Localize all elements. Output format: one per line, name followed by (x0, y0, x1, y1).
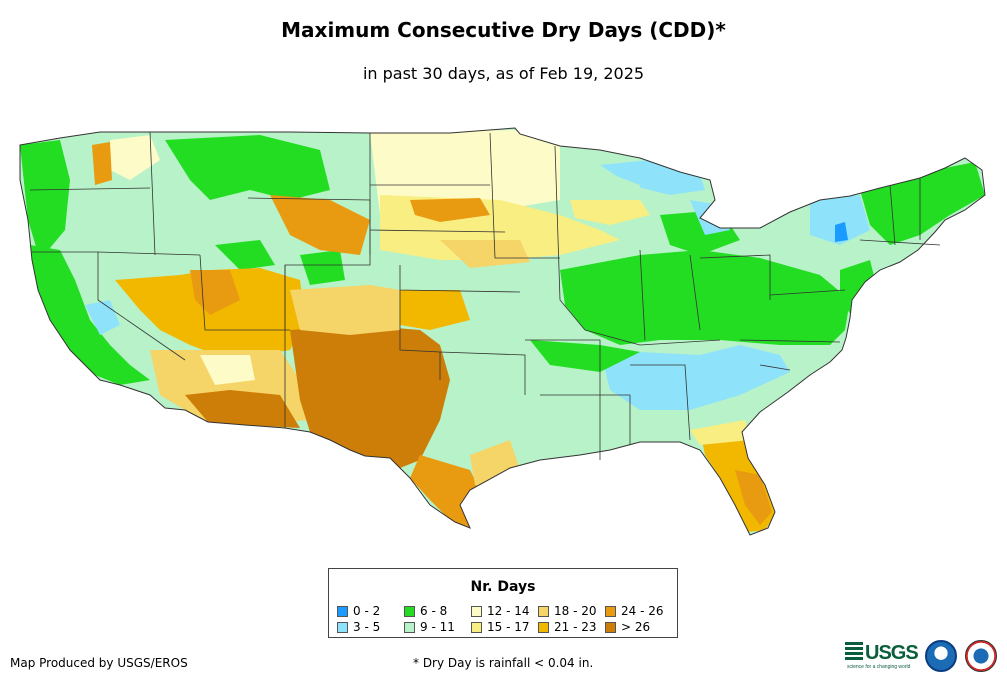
producer-credit: Map Produced by USGS/EROS (10, 656, 188, 670)
region-3-5 (600, 345, 790, 410)
legend-label: 21 - 23 (554, 620, 597, 634)
region-6-8 (560, 250, 850, 345)
legend-label: 18 - 20 (554, 604, 597, 618)
noaa-logo-icon (925, 640, 957, 672)
legend-swatch (538, 622, 549, 633)
region-18-20 (440, 240, 530, 268)
legend-title: Nr. Days (470, 579, 536, 595)
legend-label: 0 - 2 (353, 604, 381, 618)
legend-label: 12 - 14 (487, 604, 530, 618)
legend-item: 15 - 17 (471, 620, 530, 634)
region-15-17 (690, 420, 750, 445)
region-24-26 (92, 142, 112, 185)
region-12-14 (370, 130, 560, 215)
usgs-waves-icon (845, 642, 863, 662)
region-gt-26 (290, 325, 450, 470)
legend-swatch (337, 606, 348, 617)
region-24-26 (735, 470, 772, 525)
region-6-8 (30, 245, 150, 385)
legend-item: 18 - 20 (538, 604, 597, 618)
legend-label: 3 - 5 (353, 620, 381, 634)
region-gt-26 (185, 390, 300, 428)
region-24-26 (270, 195, 370, 255)
legend-swatch (404, 622, 415, 633)
legend-item: 24 - 26 (605, 604, 664, 618)
region-6-8 (20, 140, 70, 260)
usgs-tagline: science for a changing world (847, 664, 911, 670)
region-18-20 (290, 285, 400, 335)
dry-day-footnote: * Dry Day is rainfall < 0.04 in. (413, 656, 594, 670)
region-24-26 (190, 270, 240, 315)
cdd-map (19, 127, 986, 536)
region-6-8 (165, 135, 330, 200)
legend-swatch (471, 606, 482, 617)
legend-label: > 26 (621, 620, 651, 634)
legend-item: 6 - 8 (404, 604, 447, 618)
legend-swatch (337, 622, 348, 633)
region-3-5 (810, 195, 870, 245)
region-15-17 (570, 200, 650, 225)
region-0-2 (835, 222, 848, 242)
legend: Nr. Days 0 - 2 3 - 5 6 - 8 9 - 11 12 - 14 15 … (328, 568, 678, 638)
legend-item: > 26 (605, 620, 650, 634)
state-borders (19, 127, 986, 536)
legend-label: 9 - 11 (420, 620, 455, 634)
region-6-8 (860, 162, 985, 245)
usgs-logo: USGS science for a changing world (845, 642, 919, 670)
usgs-logo-text: USGS (865, 642, 919, 664)
region-6-8 (530, 340, 640, 372)
map-title: Maximum Consecutive Dry Days (CDD)* (281, 18, 726, 42)
region-12-14 (200, 355, 255, 385)
legend-label: 6 - 8 (420, 604, 448, 618)
region-6-8 (215, 240, 275, 270)
region-6-8 (300, 250, 345, 285)
legend-item: 0 - 2 (337, 604, 380, 618)
region-12-14 (110, 135, 160, 180)
legend-label: 15 - 17 (487, 620, 530, 634)
region-24-26 (410, 198, 490, 222)
legend-item: 9 - 11 (404, 620, 455, 634)
legend-swatch (538, 606, 549, 617)
nws-logo-icon (965, 640, 997, 672)
legend-swatch (605, 606, 616, 617)
legend-item: 3 - 5 (337, 620, 380, 634)
map-land (20, 128, 985, 535)
legend-item: 12 - 14 (471, 604, 530, 618)
legend-swatch (471, 622, 482, 633)
map-subtitle: in past 30 days, as of Feb 19, 2025 (362, 64, 645, 83)
region-21-23 (400, 290, 470, 330)
legend-label: 24 - 26 (621, 604, 664, 618)
legend-item: 21 - 23 (538, 620, 597, 634)
legend-swatch (404, 606, 415, 617)
legend-swatch (605, 622, 616, 633)
